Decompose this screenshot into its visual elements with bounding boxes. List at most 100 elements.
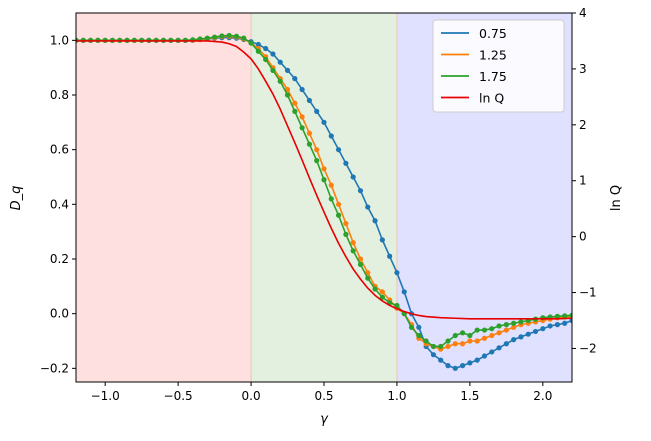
data-point <box>423 338 429 344</box>
data-point <box>284 92 291 98</box>
data-point <box>518 334 524 340</box>
data-point <box>452 332 458 339</box>
region-band-1 <box>76 13 252 382</box>
data-point <box>430 343 437 350</box>
x-axis: −1.0 −0.5 0.0 0.5 1.0 1.5 2.0 <box>91 382 552 403</box>
data-point <box>365 270 371 276</box>
legend-box <box>432 19 565 113</box>
data-point <box>379 289 385 295</box>
data-point <box>474 327 480 333</box>
data-point <box>540 326 546 332</box>
series-ln-Q <box>76 40 572 320</box>
y-axis-right: −2 −1 0 1 2 3 4 <box>572 6 597 355</box>
legend-label: 1.75 <box>479 69 507 84</box>
y2-tick-label: 3 <box>579 62 587 76</box>
y-axis-label: D_q <box>9 186 24 211</box>
data-point <box>335 212 342 218</box>
data-point <box>503 341 509 347</box>
data-point <box>241 35 247 41</box>
data-point <box>554 322 561 328</box>
y-tick-label: 0.8 <box>50 88 69 102</box>
data-point <box>503 327 509 333</box>
x-tick-label: 1.0 <box>387 389 406 403</box>
legend: 0.75 1.25 1.75 ln Q <box>432 19 565 113</box>
data-point <box>459 330 466 336</box>
data-point <box>277 78 283 84</box>
data-point <box>387 253 393 259</box>
y-tick-label: 0.6 <box>50 143 69 157</box>
data-point <box>562 313 568 319</box>
data-point <box>372 218 378 224</box>
data-point <box>372 286 378 292</box>
x-tick-label: 0.5 <box>314 389 333 403</box>
data-point <box>335 201 342 207</box>
data-point <box>489 349 495 355</box>
data-point <box>292 76 298 82</box>
y2-tick-label: −1 <box>579 286 597 300</box>
data-point <box>416 324 422 330</box>
y2-tick-label: 0 <box>579 230 587 244</box>
data-point <box>511 337 517 343</box>
y-tick-label: 0.0 <box>50 307 69 321</box>
data-point <box>525 331 531 337</box>
data-point <box>233 33 240 39</box>
data-point <box>248 40 254 46</box>
data-point <box>219 33 225 39</box>
data-point <box>481 335 488 341</box>
data-point <box>299 86 305 93</box>
x-axis-label: γ <box>320 412 329 427</box>
data-point <box>328 182 334 188</box>
data-point <box>292 100 298 106</box>
data-point <box>452 341 458 347</box>
data-point <box>365 204 371 210</box>
data-point <box>489 326 495 332</box>
data-point <box>416 332 422 339</box>
data-point <box>226 32 232 39</box>
data-point <box>503 322 509 328</box>
data-point <box>321 119 327 125</box>
data-point <box>445 338 451 344</box>
data-point <box>496 323 502 329</box>
plot-series <box>76 32 572 371</box>
x-tick-label: 2.0 <box>533 389 552 403</box>
series-line <box>76 40 572 320</box>
data-point <box>489 332 495 339</box>
data-point <box>357 261 364 268</box>
data-point <box>306 130 313 136</box>
data-point <box>292 108 298 114</box>
data-point <box>481 327 488 333</box>
data-point <box>532 328 539 335</box>
data-point <box>511 324 517 330</box>
data-point <box>459 363 466 369</box>
x-tick-label: 0.0 <box>242 389 261 403</box>
legend-label: 0.75 <box>479 26 507 41</box>
data-point <box>408 324 415 330</box>
y-tick-label: 1.0 <box>50 33 69 47</box>
data-point <box>474 338 480 344</box>
data-point <box>321 177 327 183</box>
data-point <box>394 302 400 309</box>
data-point <box>343 231 349 237</box>
data-point <box>438 357 444 363</box>
x-tick-label: 1.5 <box>460 389 479 403</box>
data-point <box>314 108 320 114</box>
data-point <box>357 256 364 262</box>
data-point <box>430 352 437 358</box>
data-point <box>452 365 458 371</box>
data-point <box>569 312 572 318</box>
legend-label: 1.25 <box>479 48 507 63</box>
data-point <box>357 188 364 194</box>
data-point <box>496 330 502 336</box>
data-point <box>438 343 444 350</box>
data-point <box>314 147 320 153</box>
data-point <box>284 86 291 93</box>
data-point <box>379 237 385 243</box>
data-point <box>263 56 269 63</box>
data-point <box>255 41 261 48</box>
y-axis-right-label: ln Q <box>609 185 624 211</box>
data-point <box>270 51 276 57</box>
data-point <box>277 59 283 65</box>
y-axis-left: −0.2 0.0 0.2 0.4 0.6 0.8 1.0 <box>40 33 76 375</box>
y2-tick-label: 4 <box>579 6 587 20</box>
y-tick-label: −0.2 <box>40 361 69 375</box>
